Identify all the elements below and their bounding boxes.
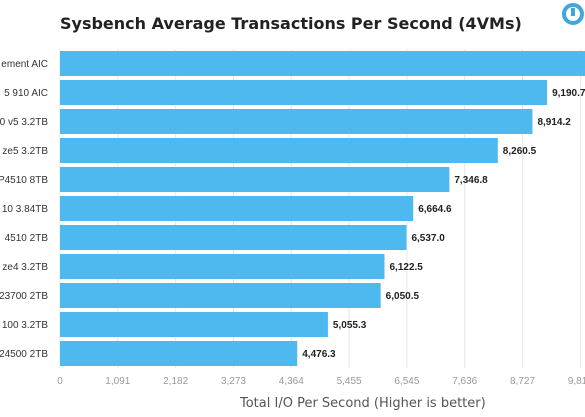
logo-mark-icon [562,3,584,25]
x-tick-label: 4,364 [279,376,304,387]
bar [60,167,450,192]
value-labels: 9,190.7 8,914.2 8,260.5 7,346.8 6,664.6 6,537… [302,88,585,360]
x-tick-label: 7,636 [452,376,477,387]
value-label: 8,260.5 [503,146,537,157]
value-label: 5,055.3 [333,320,367,331]
category-label: P4510 8TB [0,175,48,186]
bar [60,51,585,76]
value-label: 7,346.8 [454,175,488,186]
category-label: 24500 2TB [0,349,48,360]
category-label: 100 3.2TB [2,320,48,331]
value-label: 4,476.3 [302,349,336,360]
x-tick-labels: 0 1,091 2,182 3,273 4,364 5,455 6,545 7,636 8,72… [57,376,585,387]
bar [60,138,498,163]
chart-title: Sysbench Average Transactions Per Second… [60,14,522,33]
x-tick-label: 8,727 [510,376,535,387]
bar [60,109,533,134]
bars [60,51,585,366]
bar [60,225,407,250]
value-label: 6,122.5 [389,262,423,273]
bar [60,196,414,221]
bar [60,254,385,279]
x-tick-label: 5,455 [337,376,362,387]
category-label: 4510 2TB [5,233,49,244]
x-tick-label: 6,545 [394,376,419,387]
x-tick-label: 1,091 [105,376,130,387]
value-label: 6,537.0 [411,233,445,244]
bar [60,283,381,308]
bar [60,312,328,337]
value-label: 6,050.5 [386,291,420,302]
bar [60,80,548,105]
category-label: 23700 2TB [0,291,48,302]
category-label: 5 910 AIC [4,88,48,99]
category-label: 0 v5 3.2TB [0,117,48,128]
x-tick-label: 0 [57,376,63,387]
value-label: 9,190.7 [552,88,585,99]
x-tick-label: 9,818 [568,376,585,387]
value-label: 8,914.2 [537,117,571,128]
category-label: 10 3.84TB [2,204,48,215]
category-label: ement AIC [1,59,48,70]
value-label: 6,664.6 [418,204,452,215]
category-labels: ement AIC 5 910 AIC 0 v5 3.2TB ze5 3.2TB P45… [0,59,48,360]
x-axis-title: Total I/O Per Second (Higher is better) [240,396,486,411]
bar [60,341,298,366]
category-label: ze4 3.2TB [2,262,48,273]
x-tick-label: 3,273 [221,376,246,387]
category-label: ze5 3.2TB [2,146,48,157]
x-tick-label: 2,182 [163,376,188,387]
